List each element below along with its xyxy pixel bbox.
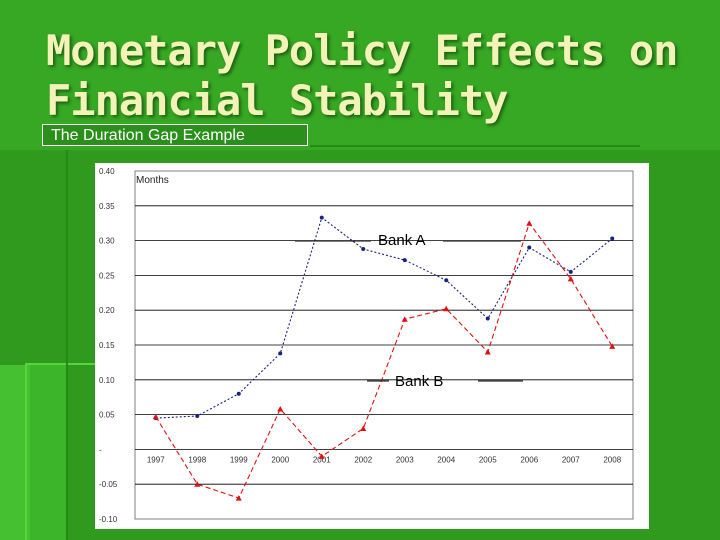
slide-title: Monetary Policy Effects on Financial Sta… [46,26,678,125]
y-axis-label: Months [136,175,169,186]
data-point [401,316,408,322]
y-tick-label: - [99,445,102,454]
data-point [567,275,574,282]
y-tick-label: 0.20 [99,306,115,315]
data-point [277,406,284,412]
x-tick-label: 2001 [313,455,331,464]
x-tick-label: 2006 [520,455,538,464]
y-tick-label: 0.35 [99,202,115,211]
data-point [319,215,324,220]
data-point [361,246,366,251]
data-point [235,495,242,501]
series-label-bank-a: Bank A [378,232,426,249]
y-tick-label: -0.05 [99,480,118,489]
data-point [485,316,490,321]
y-tick-label: -0.10 [99,515,118,524]
series-label-bank-b: Bank B [395,373,443,390]
decorative-line [310,145,640,147]
x-tick-label: 2005 [479,455,497,464]
x-tick-label: 1998 [188,455,206,464]
data-point [318,453,325,459]
x-tick-label: 1997 [147,455,165,464]
y-tick-label: 0.30 [99,237,115,246]
data-point [444,278,449,283]
y-tick-label: 0.10 [99,376,115,385]
data-point [360,425,367,432]
x-tick-label: 2002 [354,455,372,464]
data-point [568,269,573,274]
x-tick-label: 2000 [271,455,289,464]
data-point [609,343,616,349]
x-tick-label: 2007 [562,455,580,464]
data-point [484,348,491,355]
series-line-bank-b [155,222,613,499]
slide-subtitle: The Duration Gap Example [42,124,308,146]
data-point [443,305,450,312]
data-point [152,413,159,420]
data-point [527,245,532,250]
x-tick-label: 2003 [396,455,414,464]
background-strip [30,365,68,540]
series-line-bank-a [155,216,613,419]
x-tick-label: 2004 [437,455,455,464]
data-point [526,220,533,226]
data-point [278,351,283,356]
x-tick-label: 2008 [603,455,621,464]
decorative-line [25,363,95,365]
data-point [236,391,241,396]
data-point [610,236,615,241]
chart-container: 0.40 0.35 0.30 0.25 0.20 0.15 0.10 0.05 - -0.05 -0… [95,163,649,529]
data-point [194,481,201,487]
data-point [402,258,407,263]
y-tick-label: 0.40 [99,167,115,176]
decorative-line [66,150,68,540]
y-tick-label: 0.25 [99,271,115,280]
line-chart: 0.40 0.35 0.30 0.25 0.20 0.15 0.10 0.05 - -0.05 -0… [99,167,634,524]
y-tick-label: 0.05 [99,411,115,420]
y-tick-label: 0.15 [99,341,115,350]
decorative-line [25,363,27,540]
data-point [195,413,200,418]
x-tick-label: 1999 [230,455,248,464]
